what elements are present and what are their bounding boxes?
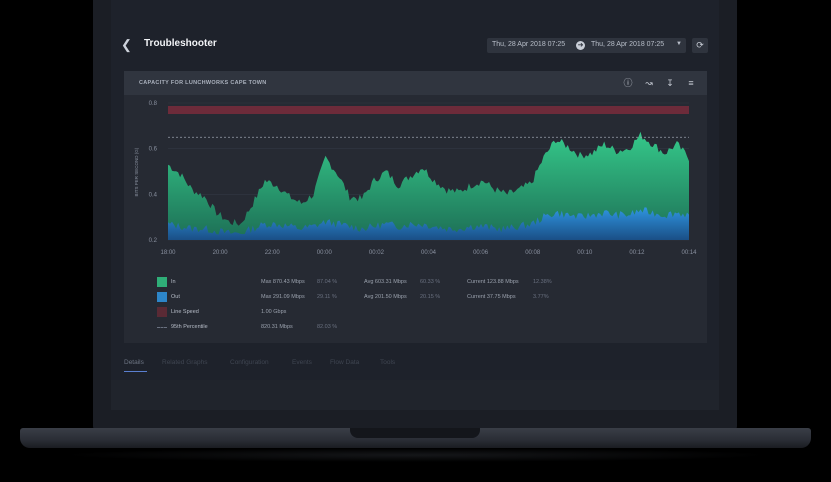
legend-value: 1.00 Gbps <box>261 309 287 315</box>
legend-value: 820.31 Mbps <box>261 324 293 330</box>
legend-current: Current 37.75 Mbps <box>467 294 516 300</box>
legend-row-out: Out Max 291.09 Mbps 29.11 % Avg 201.50 M… <box>124 292 707 304</box>
laptop-base <box>20 428 811 448</box>
y-tick-label: 0.2 <box>149 238 158 244</box>
legend-max: Max 870.43 Mbps <box>261 279 305 285</box>
legend-avg: Avg 603.31 Mbps <box>364 279 407 285</box>
legend-swatch-in <box>157 277 167 287</box>
legend-avg: Avg 201.50 Mbps <box>364 294 407 300</box>
tab-related-graphs[interactable]: Related Graphs <box>162 359 208 366</box>
caret-down-icon[interactable]: ▼ <box>676 41 682 47</box>
x-tick-label: 22:00 <box>265 250 281 256</box>
settings-sliders-icon[interactable]: ≡ <box>688 78 694 88</box>
active-tab-indicator <box>124 371 147 372</box>
details-content <box>111 380 719 410</box>
y-tick-label: 0.4 <box>149 192 158 198</box>
x-tick-label: 20:00 <box>213 250 229 256</box>
x-tick-label: 00:12 <box>629 250 645 256</box>
series-out-area <box>168 207 689 240</box>
chart-legend: In Max 870.43 Mbps 87.04 % Avg 603.31 Mb… <box>124 271 707 341</box>
detail-tabs: Details Related Graphs Configuration Eve… <box>124 359 707 373</box>
x-tick-label: 00:06 <box>473 250 489 256</box>
y-tick-label: 0.8 <box>149 101 158 107</box>
x-tick-label: 00:04 <box>421 250 437 256</box>
line-chart-icon[interactable]: ↝ <box>645 78 653 88</box>
refresh-icon: ⟳ <box>696 40 704 50</box>
x-tick-label: 00:14 <box>681 250 697 256</box>
panel-header: CAPACITY FOR LUNCHWORKS CAPE TOWN ⓘ ↝ ↧ … <box>124 71 707 95</box>
tab-events[interactable]: Events <box>292 359 312 366</box>
legend-current: Current 123.88 Mbps <box>467 279 519 285</box>
legend-avg-pct: 20.15 % <box>420 294 441 300</box>
app-screen: ❮ Troubleshooter Thu, 28 Apr 2018 07:25 … <box>111 0 719 410</box>
legend-swatch-percentile <box>157 327 167 328</box>
legend-name: Line Speed <box>171 309 199 315</box>
line-speed-band <box>168 106 689 114</box>
download-icon[interactable]: ↧ <box>666 78 674 88</box>
refresh-button[interactable]: ⟳ <box>692 38 708 53</box>
legend-row-in: In Max 870.43 Mbps 87.04 % Avg 603.31 Mb… <box>124 277 707 289</box>
page-header: ❮ Troubleshooter Thu, 28 Apr 2018 07:25 … <box>111 34 719 60</box>
legend-row-percentile: 95th Percentile 820.31 Mbps 82.03 % <box>124 322 707 334</box>
legend-max: Max 291.09 Mbps <box>261 294 305 300</box>
x-tick-label: 00:00 <box>317 250 333 256</box>
legend-swatch-out <box>157 292 167 302</box>
legend-value-pct: 82.03 % <box>317 324 338 330</box>
x-tick-label: 00:08 <box>525 250 541 256</box>
legend-avg-pct: 60.33 % <box>420 279 441 285</box>
legend-name: In <box>171 279 176 285</box>
capacity-panel: CAPACITY FOR LUNCHWORKS CAPE TOWN ⓘ ↝ ↧ … <box>124 71 707 343</box>
page-title: Troubleshooter <box>144 38 217 49</box>
x-tick-label: 00:02 <box>369 250 385 256</box>
y-axis-label: BITS PER SECOND (G) <box>134 147 139 196</box>
legend-name: 95th Percentile <box>171 324 208 330</box>
date-to[interactable]: Thu, 28 Apr 2018 07:25 <box>591 41 665 48</box>
x-tick-label: 00:10 <box>577 250 593 256</box>
y-tick-label: 0.6 <box>149 147 158 153</box>
x-tick-label: 18:00 <box>160 250 176 256</box>
date-range-picker[interactable]: Thu, 28 Apr 2018 07:25 ➜ Thu, 28 Apr 201… <box>487 38 686 53</box>
legend-max-pct: 29.11 % <box>317 294 337 300</box>
capacity-chart: BITS PER SECOND (G) 0.2 0.4 0.6 0.8 18:00 20… <box>134 101 697 256</box>
tab-configuration[interactable]: Configuration <box>230 359 269 366</box>
date-from[interactable]: Thu, 28 Apr 2018 07:25 <box>492 41 566 48</box>
tab-flow-data[interactable]: Flow Data <box>330 359 360 366</box>
legend-swatch-line-speed <box>157 307 167 317</box>
tab-details[interactable]: Details <box>124 359 144 366</box>
legend-row-line-speed: Line Speed 1.00 Gbps <box>124 307 707 319</box>
laptop-notch <box>350 428 480 438</box>
legend-current-pct: 12.38% <box>533 279 552 285</box>
legend-name: Out <box>171 294 180 300</box>
back-arrow-icon[interactable]: ❮ <box>121 37 132 52</box>
info-icon[interactable]: ⓘ <box>623 78 633 88</box>
legend-current-pct: 3.77% <box>533 294 549 300</box>
arrow-right-icon: ➜ <box>576 41 585 50</box>
laptop-shadow <box>60 448 771 462</box>
panel-title: CAPACITY FOR LUNCHWORKS CAPE TOWN <box>139 80 267 86</box>
tab-tools[interactable]: Tools <box>380 359 396 366</box>
legend-max-pct: 87.04 % <box>317 279 338 285</box>
series-in-area <box>168 131 689 240</box>
